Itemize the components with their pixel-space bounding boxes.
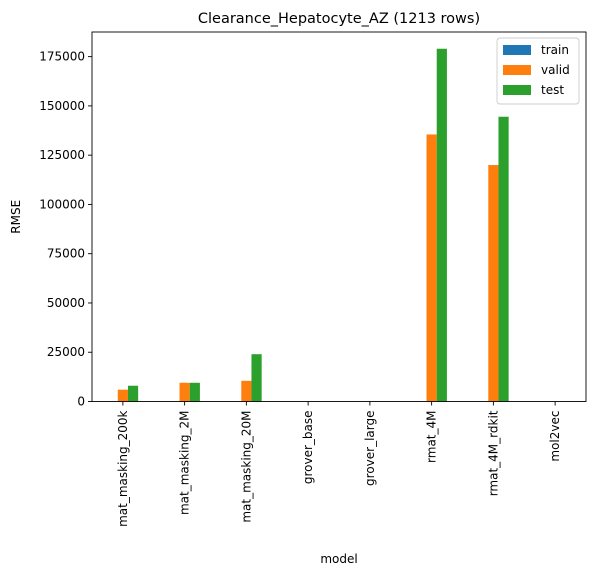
y-tick-label: 175000 <box>39 50 85 64</box>
y-tick-label: 150000 <box>39 99 85 113</box>
x-tick-label: grover_large <box>363 411 377 486</box>
y-tick-label: 0 <box>77 395 85 409</box>
legend-swatch-train <box>503 45 531 55</box>
x-tick-label: grover_base <box>301 411 315 485</box>
y-tick-label: 50000 <box>47 296 85 310</box>
bar-valid-rmat_4M_rdkit <box>488 165 499 402</box>
x-tick-label: rmat_4M_rdkit <box>486 410 500 496</box>
legend-label-train: train <box>541 43 569 57</box>
bar-test-mat_masking_20M <box>251 354 262 402</box>
legend-swatch-valid <box>503 65 531 75</box>
plot-frame <box>91 31 587 402</box>
legend: train valid test <box>496 37 580 105</box>
chart-title: Clearance_Hepatocyte_AZ (1213 rows) <box>198 11 480 27</box>
bar-test-mat_masking_200k <box>127 385 139 402</box>
x-axis-label: model <box>320 552 357 566</box>
y-axis-label: RMSE <box>9 200 23 234</box>
bar-valid-mat_masking_2M <box>179 382 190 402</box>
bar-valid-rmat_4M <box>426 134 437 402</box>
bar-valid-mat_masking_200k <box>117 389 128 402</box>
y-tick-label: 125000 <box>39 148 85 162</box>
y-tick-label: 75000 <box>47 247 85 261</box>
bars <box>117 48 509 402</box>
legend-label-test: test <box>541 83 564 97</box>
x-tick-label: mat_masking_2M <box>178 411 192 516</box>
y-axis: 0 25000 50000 75000 100000 125000 150000 175000 <box>39 50 92 409</box>
bar-valid-mat_masking_20M <box>241 380 252 402</box>
x-tick-label: rmat_4M <box>425 411 439 463</box>
y-tick-label: 100000 <box>39 197 85 211</box>
legend-swatch-test <box>503 85 531 95</box>
x-tick-label: mol2vec <box>548 411 562 462</box>
x-axis: mat_masking_200k mat_masking_2M mat_maskin… <box>116 401 562 527</box>
legend-label-valid: valid <box>541 63 570 77</box>
bar-test-rmat_4M <box>436 48 447 402</box>
x-tick-label: mat_masking_200k <box>116 410 130 526</box>
y-tick-label: 25000 <box>47 345 85 359</box>
bar-test-rmat_4M_rdkit <box>498 116 509 402</box>
bar-test-mat_masking_2M <box>189 382 200 402</box>
x-tick-label: mat_masking_20M <box>239 411 253 523</box>
